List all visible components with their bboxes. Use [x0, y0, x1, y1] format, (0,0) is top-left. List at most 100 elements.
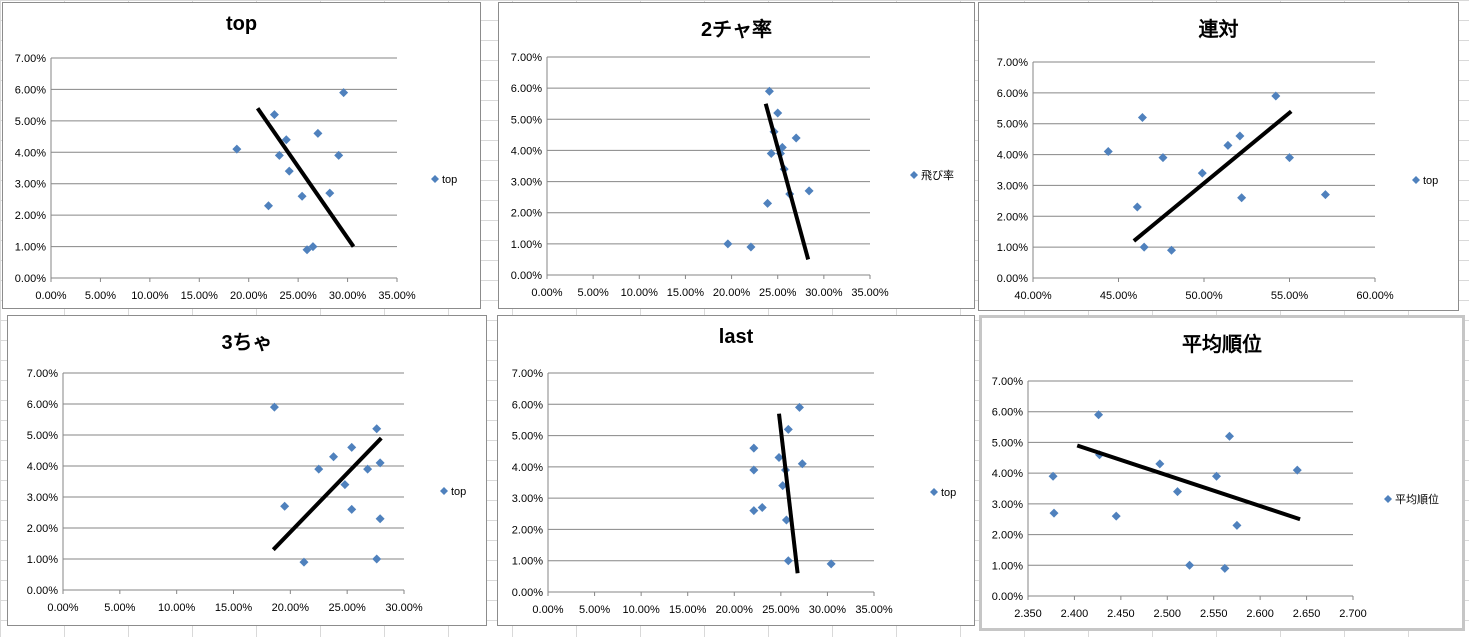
- chart-panel-average-rank[interactable]: 平均順位 0.00% 1.00% 2.00% 3.00% 4.00% 5.00% 6.00%…: [979, 315, 1465, 631]
- data-point-marker: [746, 242, 756, 252]
- x-tick-label: 5.00%: [85, 290, 116, 302]
- x-tick-label: 2.500: [1154, 608, 1182, 620]
- data-point-marker: [339, 88, 349, 98]
- y-tick-label: 0.00%: [992, 591, 1023, 603]
- scatter-plot: 0.00% 1.00% 2.00% 3.00% 4.00% 5.00% 6.00% 7.00%…: [997, 57, 1439, 302]
- y-tick-label: 6.00%: [15, 84, 46, 96]
- data-point-marker: [297, 191, 307, 201]
- data-point-marker: [269, 402, 279, 412]
- chart-panel-top[interactable]: top 0.00% 1.00% 2.00% 3.00% 4.00% 5.00% 6.00% 7…: [2, 2, 481, 309]
- data-point-marker: [773, 108, 783, 118]
- data-point-marker: [263, 201, 273, 211]
- y-tick-label: 3.00%: [512, 493, 543, 505]
- y-tick-label: 2.00%: [15, 210, 46, 222]
- x-tick-label: 55.00%: [1271, 290, 1309, 302]
- data-point-marker: [1049, 508, 1059, 518]
- x-tick-label: 20.00%: [713, 287, 751, 299]
- chart-title: 連対: [1198, 19, 1239, 41]
- x-tick-label: 5.00%: [578, 287, 609, 299]
- x-tick-label: 20.00%: [230, 290, 268, 302]
- data-point-marker: [1139, 242, 1149, 252]
- data-point-marker: [723, 239, 733, 249]
- chart-title: top: [225, 13, 258, 35]
- data-point-marker: [340, 480, 350, 490]
- data-point-marker: [280, 501, 290, 511]
- x-tick-label: 25.00%: [279, 290, 317, 302]
- data-point-marker: [783, 556, 793, 566]
- legend-label: 飛び率: [921, 168, 954, 182]
- data-point-marker: [804, 186, 814, 196]
- data-point-marker: [299, 557, 309, 567]
- chart-panel-3cha[interactable]: 3ちゃ 0.00% 1.00% 2.00% 3.00% 4.00% 5.00% 6.00% 7…: [7, 315, 487, 626]
- y-tick-label: 1.00%: [992, 560, 1023, 572]
- y-tick-label: 0.00%: [997, 273, 1028, 285]
- data-point-marker: [375, 514, 385, 524]
- data-point-marker: [766, 149, 776, 159]
- x-tick-label: 0.00%: [35, 290, 66, 302]
- x-tick-label: 10.00%: [622, 604, 660, 616]
- y-tick-label: 4.00%: [512, 462, 543, 474]
- chart-panel-last[interactable]: last 0.00% 1.00% 2.00% 3.00% 4.00% 5.00% 6.00%…: [497, 315, 975, 626]
- trendline: [271, 436, 383, 552]
- y-tick-label: 6.00%: [992, 407, 1023, 419]
- y-tick-label: 3.00%: [15, 179, 46, 191]
- x-tick-label: 5.00%: [104, 602, 135, 614]
- y-tick-label: 7.00%: [512, 368, 543, 380]
- legend-label: top: [451, 486, 466, 498]
- x-tick-label: 35.00%: [378, 290, 416, 302]
- data-point-marker: [1232, 520, 1242, 530]
- trendline: [777, 413, 800, 574]
- data-point-marker: [334, 150, 344, 160]
- y-tick-label: 7.00%: [15, 53, 46, 65]
- data-point-marker: [1111, 511, 1121, 521]
- legend-marker-icon: [910, 171, 918, 179]
- x-tick-label: 50.00%: [1185, 290, 1223, 302]
- data-point-marker: [372, 554, 382, 564]
- y-tick-label: 3.00%: [997, 180, 1028, 192]
- x-tick-label: 30.00%: [385, 602, 423, 614]
- y-tick-label: 5.00%: [15, 116, 46, 128]
- data-point-marker: [232, 144, 242, 154]
- x-tick-label: 25.00%: [759, 287, 797, 299]
- data-point-marker: [749, 506, 759, 516]
- chart-title: 3ちゃ: [221, 332, 273, 354]
- x-tick-label: 2.600: [1246, 608, 1274, 620]
- chart-title: 平均順位: [1182, 334, 1262, 356]
- data-point-marker: [1048, 471, 1058, 481]
- data-point-marker: [749, 443, 759, 453]
- y-tick-label: 1.00%: [512, 556, 543, 568]
- x-tick-label: 5.00%: [579, 604, 610, 616]
- data-point-marker: [1220, 563, 1230, 573]
- data-point-marker: [783, 424, 793, 434]
- x-tick-label: 0.00%: [532, 604, 563, 616]
- y-tick-label: 4.00%: [992, 468, 1023, 480]
- x-tick-label: 10.00%: [158, 602, 196, 614]
- y-tick-label: 7.00%: [997, 57, 1028, 69]
- y-tick-label: 7.00%: [992, 376, 1023, 388]
- x-tick-label: 10.00%: [131, 290, 169, 302]
- data-point-marker: [1173, 487, 1182, 497]
- x-tick-label: 2.550: [1200, 608, 1228, 620]
- y-tick-label: 6.00%: [997, 88, 1028, 100]
- y-tick-label: 6.00%: [512, 399, 543, 411]
- y-tick-label: 0.00%: [512, 587, 543, 599]
- chart-panel-rentai[interactable]: 連対 0.00% 1.00% 2.00% 3.00% 4.00% 5.00% 6.00% 7.…: [978, 2, 1459, 311]
- x-tick-label: 35.00%: [855, 604, 893, 616]
- x-tick-label: 2.350: [1014, 608, 1042, 620]
- y-tick-label: 1.00%: [997, 242, 1028, 254]
- data-point-marker: [1212, 471, 1221, 481]
- y-tick-label: 4.00%: [15, 147, 46, 159]
- legend-label: top: [1423, 175, 1438, 187]
- data-point-marker: [1185, 560, 1195, 570]
- scatter-plot: 0.00% 1.00% 2.00% 3.00% 4.00% 5.00% 6.00% 7.00%…: [992, 376, 1439, 620]
- data-point-marker: [347, 504, 357, 514]
- data-point-marker: [1292, 465, 1302, 475]
- data-point-marker: [347, 442, 357, 452]
- y-tick-label: 7.00%: [511, 52, 542, 64]
- trendline: [763, 103, 811, 260]
- y-tick-label: 5.00%: [992, 437, 1023, 449]
- data-point-marker: [791, 133, 801, 143]
- chart-panel-2cha-rate[interactable]: 2チャ率 0.00% 1.00% 2.00% 3.00% 4.00% 5.00% 6.00%…: [498, 2, 975, 309]
- data-point-marker: [1237, 193, 1247, 203]
- y-tick-label: 4.00%: [511, 145, 542, 157]
